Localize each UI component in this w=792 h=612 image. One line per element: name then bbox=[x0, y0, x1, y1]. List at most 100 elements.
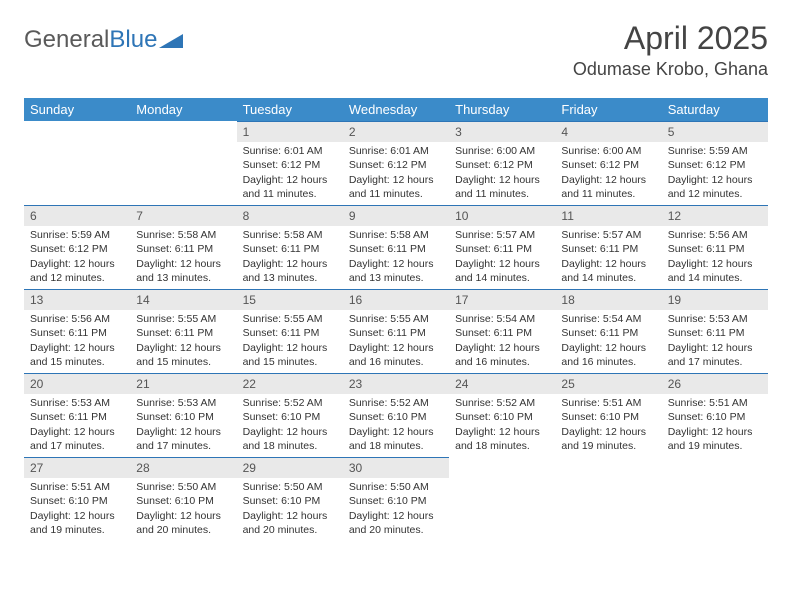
day-line-d2: and 18 minutes. bbox=[455, 439, 549, 453]
weekday-header: Monday bbox=[130, 98, 236, 121]
day-line-sr: Sunrise: 5:52 AM bbox=[243, 396, 337, 410]
day-number: 16 bbox=[343, 289, 449, 310]
day-details: Sunrise: 6:00 AMSunset: 6:12 PMDaylight:… bbox=[449, 142, 555, 205]
calendar-day-cell: 20Sunrise: 5:53 AMSunset: 6:11 PMDayligh… bbox=[24, 373, 130, 457]
day-line-d1: Daylight: 12 hours bbox=[349, 509, 443, 523]
calendar-day-cell: 17Sunrise: 5:54 AMSunset: 6:11 PMDayligh… bbox=[449, 289, 555, 373]
day-details: Sunrise: 5:54 AMSunset: 6:11 PMDaylight:… bbox=[449, 310, 555, 373]
day-number: 26 bbox=[662, 373, 768, 394]
day-line-sr: Sunrise: 5:52 AM bbox=[349, 396, 443, 410]
day-line-d1: Daylight: 12 hours bbox=[136, 425, 230, 439]
day-line-ss: Sunset: 6:12 PM bbox=[561, 158, 655, 172]
day-line-d2: and 19 minutes. bbox=[668, 439, 762, 453]
calendar-day-cell: 23Sunrise: 5:52 AMSunset: 6:10 PMDayligh… bbox=[343, 373, 449, 457]
title-block: April 2025 Odumase Krobo, Ghana bbox=[573, 20, 768, 80]
calendar-empty-cell bbox=[130, 121, 236, 205]
day-details: Sunrise: 5:54 AMSunset: 6:11 PMDaylight:… bbox=[555, 310, 661, 373]
calendar-day-cell: 26Sunrise: 5:51 AMSunset: 6:10 PMDayligh… bbox=[662, 373, 768, 457]
day-line-d2: and 17 minutes. bbox=[668, 355, 762, 369]
calendar-empty-cell bbox=[24, 121, 130, 205]
day-number: 18 bbox=[555, 289, 661, 310]
calendar-body: 1Sunrise: 6:01 AMSunset: 6:12 PMDaylight… bbox=[24, 121, 768, 541]
day-number: 1 bbox=[237, 121, 343, 142]
calendar-day-cell: 10Sunrise: 5:57 AMSunset: 6:11 PMDayligh… bbox=[449, 205, 555, 289]
calendar-week-row: 27Sunrise: 5:51 AMSunset: 6:10 PMDayligh… bbox=[24, 457, 768, 541]
calendar-week-row: 1Sunrise: 6:01 AMSunset: 6:12 PMDaylight… bbox=[24, 121, 768, 205]
day-line-ss: Sunset: 6:11 PM bbox=[243, 242, 337, 256]
day-line-d1: Daylight: 12 hours bbox=[243, 173, 337, 187]
day-details: Sunrise: 5:50 AMSunset: 6:10 PMDaylight:… bbox=[343, 478, 449, 541]
day-line-d1: Daylight: 12 hours bbox=[30, 257, 124, 271]
calendar-table: SundayMondayTuesdayWednesdayThursdayFrid… bbox=[24, 98, 768, 541]
day-details: Sunrise: 5:55 AMSunset: 6:11 PMDaylight:… bbox=[237, 310, 343, 373]
day-line-ss: Sunset: 6:10 PM bbox=[349, 494, 443, 508]
day-line-d2: and 20 minutes. bbox=[136, 523, 230, 537]
day-line-ss: Sunset: 6:10 PM bbox=[561, 410, 655, 424]
calendar-day-cell: 2Sunrise: 6:01 AMSunset: 6:12 PMDaylight… bbox=[343, 121, 449, 205]
day-details: Sunrise: 5:58 AMSunset: 6:11 PMDaylight:… bbox=[343, 226, 449, 289]
day-line-d2: and 16 minutes. bbox=[455, 355, 549, 369]
calendar-day-cell: 7Sunrise: 5:58 AMSunset: 6:11 PMDaylight… bbox=[130, 205, 236, 289]
day-line-d2: and 18 minutes. bbox=[243, 439, 337, 453]
day-number: 2 bbox=[343, 121, 449, 142]
day-line-ss: Sunset: 6:11 PM bbox=[136, 326, 230, 340]
day-line-d2: and 14 minutes. bbox=[455, 271, 549, 285]
day-number: 8 bbox=[237, 205, 343, 226]
page-header: GeneralBlue April 2025 Odumase Krobo, Gh… bbox=[24, 20, 768, 80]
day-line-d1: Daylight: 12 hours bbox=[561, 173, 655, 187]
day-line-d2: and 19 minutes. bbox=[561, 439, 655, 453]
day-line-sr: Sunrise: 6:01 AM bbox=[243, 144, 337, 158]
day-line-d1: Daylight: 12 hours bbox=[561, 341, 655, 355]
weekday-header: Tuesday bbox=[237, 98, 343, 121]
calendar-day-cell: 27Sunrise: 5:51 AMSunset: 6:10 PMDayligh… bbox=[24, 457, 130, 541]
calendar-day-cell: 18Sunrise: 5:54 AMSunset: 6:11 PMDayligh… bbox=[555, 289, 661, 373]
day-line-d1: Daylight: 12 hours bbox=[455, 341, 549, 355]
day-line-d1: Daylight: 12 hours bbox=[349, 257, 443, 271]
day-number: 15 bbox=[237, 289, 343, 310]
month-title: April 2025 bbox=[573, 20, 768, 57]
day-line-d1: Daylight: 12 hours bbox=[243, 425, 337, 439]
day-details: Sunrise: 5:52 AMSunset: 6:10 PMDaylight:… bbox=[343, 394, 449, 457]
day-line-sr: Sunrise: 5:59 AM bbox=[30, 228, 124, 242]
day-number: 5 bbox=[662, 121, 768, 142]
calendar-day-cell: 30Sunrise: 5:50 AMSunset: 6:10 PMDayligh… bbox=[343, 457, 449, 541]
calendar-day-cell: 14Sunrise: 5:55 AMSunset: 6:11 PMDayligh… bbox=[130, 289, 236, 373]
day-line-sr: Sunrise: 6:01 AM bbox=[349, 144, 443, 158]
day-details: Sunrise: 5:56 AMSunset: 6:11 PMDaylight:… bbox=[24, 310, 130, 373]
day-number: 20 bbox=[24, 373, 130, 394]
weekday-header: Wednesday bbox=[343, 98, 449, 121]
calendar-day-cell: 21Sunrise: 5:53 AMSunset: 6:10 PMDayligh… bbox=[130, 373, 236, 457]
day-line-ss: Sunset: 6:11 PM bbox=[668, 326, 762, 340]
day-details: Sunrise: 5:51 AMSunset: 6:10 PMDaylight:… bbox=[555, 394, 661, 457]
day-details: Sunrise: 5:50 AMSunset: 6:10 PMDaylight:… bbox=[130, 478, 236, 541]
day-number: 30 bbox=[343, 457, 449, 478]
day-line-ss: Sunset: 6:11 PM bbox=[136, 242, 230, 256]
day-line-d1: Daylight: 12 hours bbox=[243, 341, 337, 355]
day-line-sr: Sunrise: 5:50 AM bbox=[243, 480, 337, 494]
calendar-day-cell: 3Sunrise: 6:00 AMSunset: 6:12 PMDaylight… bbox=[449, 121, 555, 205]
day-line-sr: Sunrise: 5:51 AM bbox=[30, 480, 124, 494]
day-number: 28 bbox=[130, 457, 236, 478]
day-number: 4 bbox=[555, 121, 661, 142]
day-line-sr: Sunrise: 5:52 AM bbox=[455, 396, 549, 410]
day-line-ss: Sunset: 6:11 PM bbox=[349, 326, 443, 340]
day-line-d2: and 20 minutes. bbox=[349, 523, 443, 537]
day-number: 7 bbox=[130, 205, 236, 226]
day-line-d2: and 11 minutes. bbox=[243, 187, 337, 201]
location-label: Odumase Krobo, Ghana bbox=[573, 59, 768, 80]
day-details: Sunrise: 5:58 AMSunset: 6:11 PMDaylight:… bbox=[130, 226, 236, 289]
weekday-header: Thursday bbox=[449, 98, 555, 121]
day-line-sr: Sunrise: 5:54 AM bbox=[561, 312, 655, 326]
day-line-d1: Daylight: 12 hours bbox=[668, 341, 762, 355]
day-details: Sunrise: 5:52 AMSunset: 6:10 PMDaylight:… bbox=[237, 394, 343, 457]
day-line-ss: Sunset: 6:11 PM bbox=[349, 242, 443, 256]
calendar-empty-cell bbox=[662, 457, 768, 541]
day-number: 10 bbox=[449, 205, 555, 226]
calendar-day-cell: 9Sunrise: 5:58 AMSunset: 6:11 PMDaylight… bbox=[343, 205, 449, 289]
day-line-d1: Daylight: 12 hours bbox=[349, 173, 443, 187]
day-line-d1: Daylight: 12 hours bbox=[30, 509, 124, 523]
day-line-sr: Sunrise: 5:50 AM bbox=[136, 480, 230, 494]
day-number: 27 bbox=[24, 457, 130, 478]
day-details: Sunrise: 5:51 AMSunset: 6:10 PMDaylight:… bbox=[24, 478, 130, 541]
day-line-d2: and 14 minutes. bbox=[668, 271, 762, 285]
